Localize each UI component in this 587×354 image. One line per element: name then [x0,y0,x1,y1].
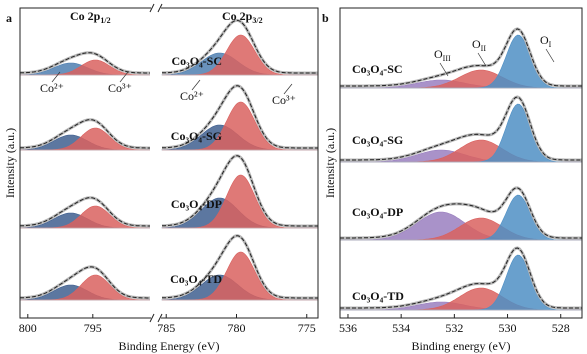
sample-label: Co₃O₄-TD [352,289,404,303]
annotation: OI [540,33,552,49]
annotation-arrow [439,62,449,77]
sample-label: Co₃O₄-SC [171,54,222,68]
envelope [340,187,582,239]
sample-label: Co₃O₄-TD [170,272,222,286]
panel-letter: b [322,11,329,25]
sample-label: Co₃O₄-DP [171,197,222,211]
envelope [340,247,582,309]
annotation: OIII [434,47,451,63]
x-tick-label: 785 [157,321,175,335]
envelope [162,85,318,149]
segment-header-base: Co 2p [222,9,253,23]
annotation-arrow [119,71,129,83]
segment-header: Co 2p1/2 [70,9,111,25]
axis-break [149,3,163,13]
annotation-arrow [545,48,555,63]
axis-break-gap [151,6,161,10]
sample-label: Co₃O₄-SG [352,133,403,147]
x-tick-label: 800 [19,321,37,335]
raw-data [20,118,150,150]
y-axis-label: Intensity (a.u.) [323,128,337,198]
panel-letter: a [6,11,12,25]
segment-header: Co 2p3/2 [222,9,263,25]
annotation: Co²⁺ [40,81,64,95]
envelope [20,266,150,299]
x-tick-label: 534 [392,321,410,335]
x-tick-label: 530 [499,321,517,335]
x-tick-label: 528 [552,321,570,335]
x-tick-label: 780 [227,321,245,335]
annotation-base: O [434,47,443,61]
annotation: Co²⁺ [180,89,204,103]
annotation: Co³⁺ [272,93,296,107]
y-axis-label: Intensity (a.u.) [3,128,17,198]
raw-data [20,196,150,228]
envelope [162,235,318,299]
x-tick-label: 795 [84,321,102,335]
annotation-sub: III [443,54,451,63]
annotation-arrow [283,83,293,95]
annotation-sub: I [549,40,552,49]
annotation-base: O [472,37,481,51]
annotation-arrow [477,52,487,67]
envelope [340,28,582,87]
segment-header-sub: 1/2 [100,16,110,25]
axis-break [149,313,163,323]
sample-label: Co₃O₄-SC [352,62,403,76]
x-tick-label: 775 [298,321,316,335]
annotation-sub: II [481,44,487,53]
axis-break-gap [151,316,161,320]
annotation-base: O [540,33,549,47]
x-tick-label: 536 [339,321,357,335]
x-axis-label: Binding Energy (eV) [118,339,219,353]
annotation: Co³⁺ [108,81,132,95]
raw-data [340,95,582,162]
x-axis-label: Binding energy (eV) [411,339,510,353]
envelope [161,155,318,227]
envelope [19,52,150,74]
segment-header-sub: 3/2 [252,16,262,25]
x-tick-label: 532 [445,321,463,335]
plot-frame [339,7,583,319]
annotation: OII [472,37,486,53]
annotation-arrow [51,71,61,83]
plot-frame [19,7,319,319]
segment-header-base: Co 2p [70,9,101,23]
annotation-arrow [191,79,201,91]
sample-label: Co₃O₄-DP [352,205,403,219]
envelope [162,19,318,74]
sample-label: Co₃O₄-SG [171,129,222,143]
